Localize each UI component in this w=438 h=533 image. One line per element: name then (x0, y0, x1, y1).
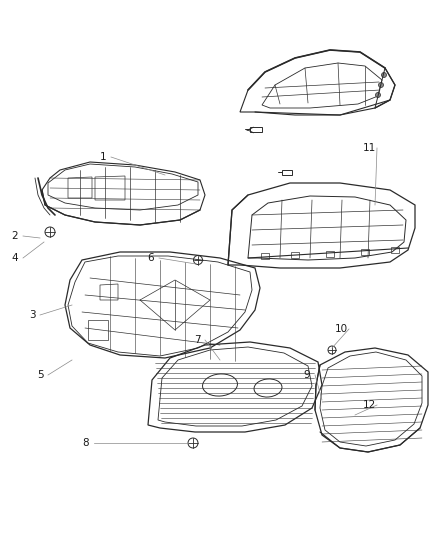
Text: 9: 9 (304, 370, 310, 380)
Text: 11: 11 (362, 143, 376, 153)
Circle shape (375, 93, 381, 98)
Circle shape (378, 83, 384, 87)
Text: 5: 5 (37, 370, 43, 380)
Circle shape (381, 72, 386, 77)
Text: 12: 12 (362, 400, 376, 410)
Text: 1: 1 (100, 152, 106, 162)
Text: 10: 10 (335, 324, 348, 334)
Text: 8: 8 (83, 438, 89, 448)
Text: 4: 4 (12, 253, 18, 263)
Text: 7: 7 (194, 335, 200, 345)
Text: 3: 3 (28, 310, 35, 320)
Text: 2: 2 (12, 231, 18, 241)
Text: 6: 6 (148, 253, 154, 263)
